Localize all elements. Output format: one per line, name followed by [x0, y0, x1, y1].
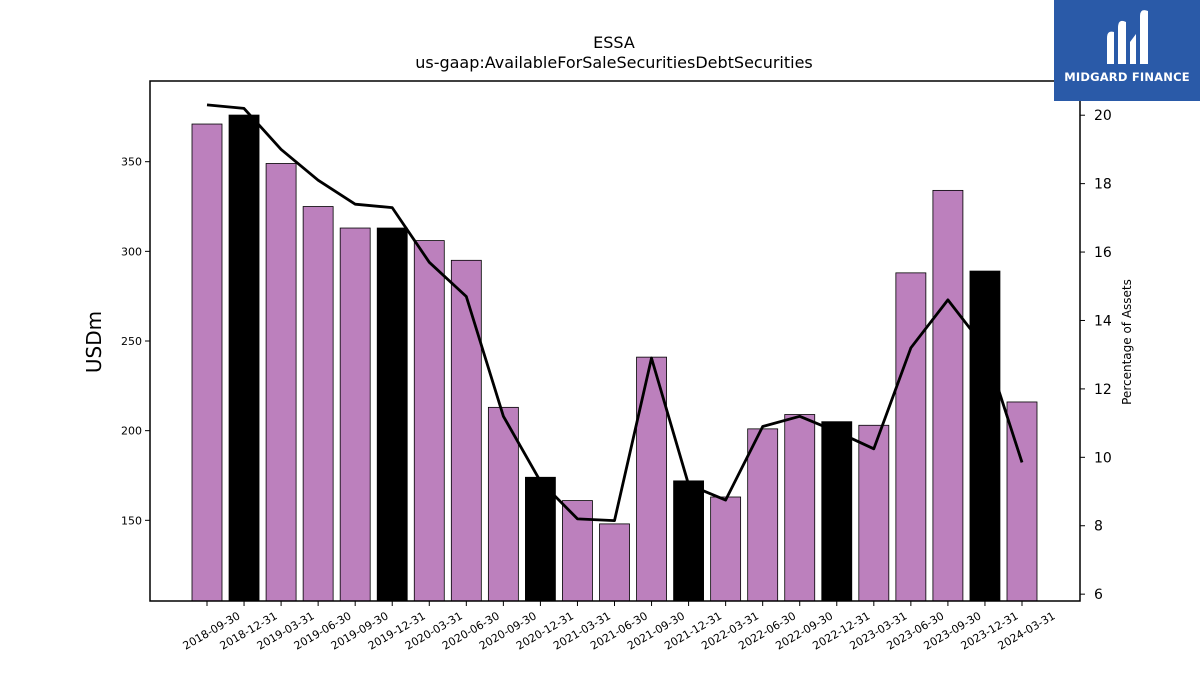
bar-series [191, 114, 1038, 602]
y-tick-label-right: 20 [1094, 108, 1112, 124]
chart-title: ESSA [593, 33, 635, 52]
y-tick-label-left: 350 [121, 156, 142, 169]
bar-2023-12-31 [969, 270, 1001, 602]
bar-2023-03-31 [858, 424, 890, 602]
bar-2022-03-31 [710, 496, 742, 602]
y-tick-label-right: 6 [1094, 587, 1103, 603]
x-axis: 2018-09-302018-12-312019-03-312019-06-30… [181, 601, 1058, 653]
y-axis-label-right: Percentage of Assets [1120, 279, 1134, 405]
bar-2022-06-30 [747, 428, 779, 602]
brand-name: MIDGARD FINANCE [1064, 70, 1190, 84]
bar-2020-06-30 [450, 259, 482, 602]
y-tick-label-right: 8 [1094, 519, 1103, 535]
bar-2022-09-30 [784, 414, 816, 602]
bar-2022-12-31 [821, 421, 853, 602]
y-tick-label-right: 16 [1094, 245, 1112, 261]
bar-2021-12-31 [673, 480, 704, 602]
y-tick-label-right: 14 [1094, 313, 1112, 329]
bar-2019-03-31 [265, 163, 297, 602]
bar-2021-06-30 [599, 523, 630, 602]
bar-2019-12-31 [376, 227, 408, 602]
line-series [206, 103, 1024, 522]
chart-subtitle: us-gaap:AvailableForSaleSecuritiesDebtSe… [415, 53, 813, 72]
brand-logo: MIDGARD FINANCE [1054, 0, 1200, 101]
bar-2021-03-31 [562, 500, 593, 602]
midgard-m-logo-icon [1107, 10, 1148, 65]
y-tick-label-left: 250 [121, 335, 142, 348]
bar-2020-03-31 [413, 240, 445, 602]
y-axis-right: 6 8 10 12 14 16 18 20 [1080, 108, 1112, 603]
y-tick-label-right: 18 [1094, 177, 1112, 193]
y-axis-label-left: USDm [82, 311, 106, 373]
y-tick-label-right: 10 [1094, 450, 1112, 466]
bar-2018-09-30 [191, 123, 223, 602]
bar-2020-09-30 [487, 406, 519, 602]
y-tick-label-right: 12 [1094, 382, 1112, 398]
y-tick-label-left: 200 [121, 425, 142, 438]
bar-2019-06-30 [302, 206, 334, 602]
y-tick-label-left: 300 [121, 245, 142, 258]
y-axis-left: 150 200 250 300 350 [121, 156, 150, 527]
bar-2023-09-30 [932, 189, 964, 602]
bar-2019-09-30 [339, 227, 371, 602]
bar-2018-12-31 [228, 114, 260, 602]
bar-2020-12-31 [525, 476, 556, 602]
y-tick-label-left: 150 [121, 514, 142, 527]
bar-2023-06-30 [895, 272, 927, 602]
